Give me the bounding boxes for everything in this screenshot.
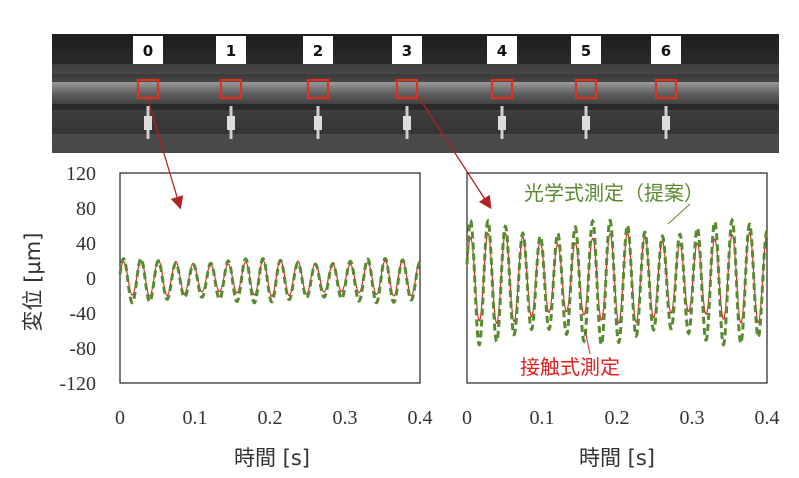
- sensor-body: [582, 116, 590, 130]
- arrow-to-right-chart: [417, 95, 492, 210]
- marker-label-box-1: [216, 36, 246, 64]
- x-tick-label: 0.1: [183, 407, 208, 429]
- y-axis-label: 変位 [µm]: [21, 233, 45, 332]
- x-tick-label: 0.2: [258, 407, 283, 429]
- y-tick-label: 80: [76, 198, 96, 220]
- measurement-marker-2: [306, 78, 330, 100]
- left-plot-area: [119, 172, 421, 384]
- measurement-marker-4: [490, 78, 514, 100]
- arrow-to-left-chart: [147, 99, 184, 210]
- measurement-marker-6: [654, 78, 678, 100]
- measurement-marker-1: [219, 78, 243, 100]
- measurement-marker-3: [395, 78, 419, 100]
- x-tick-label: 0: [462, 407, 472, 429]
- y-tick-label: 0: [86, 268, 96, 290]
- marker-label-0: 0: [143, 42, 153, 60]
- beam-photo: 0 1 2 3 4 5 6: [52, 34, 779, 153]
- y-tick-label: 120: [66, 163, 96, 185]
- x-axis-label-left: 時間 [s]: [234, 446, 310, 470]
- y-tick-label: 40: [76, 233, 96, 255]
- sensor-body: [144, 116, 152, 130]
- sensor-body: [227, 116, 235, 130]
- marker-label-box-5: [571, 36, 601, 64]
- marker-label-3: 3: [402, 42, 412, 60]
- x-tick-label: 0.4: [408, 407, 433, 429]
- marker-label-box-6: [651, 36, 681, 64]
- marker-label-box-2: [303, 36, 333, 64]
- x-tick-label: 0.2: [605, 407, 630, 429]
- sensor-body: [498, 116, 506, 130]
- marker-label-2: 2: [313, 42, 323, 60]
- x-tick-label: 0.4: [755, 407, 780, 429]
- x-tick-label: 0.3: [680, 407, 705, 429]
- marker-label-box-0: [133, 36, 163, 64]
- x-tick-label: 0: [115, 407, 125, 429]
- x-tick-label: 0.3: [333, 407, 358, 429]
- legend-optical-leader: [667, 203, 691, 225]
- marker-label-4: 4: [497, 42, 507, 60]
- x-axis-label-right: 時間 [s]: [579, 446, 655, 470]
- left-series-optical: [118, 256, 421, 305]
- y-tick-label: -120: [59, 373, 96, 395]
- sensor-body: [662, 116, 670, 130]
- marker-label-box-3: [392, 36, 422, 64]
- y-tick-label: -40: [69, 303, 96, 325]
- right-plot-area: [466, 172, 768, 384]
- marker-label-1: 1: [226, 42, 236, 60]
- legend-contact-leader: [584, 329, 591, 355]
- measurement-marker-0: [136, 78, 160, 100]
- sensor-body: [403, 116, 411, 130]
- marker-label-6: 6: [661, 42, 671, 60]
- y-tick-label: -80: [69, 338, 96, 360]
- beam-photo-drawing: 0 1 2 3 4 5 6: [52, 34, 779, 153]
- legend-optical: 光学式測定（提案）: [524, 181, 704, 205]
- marker-label-5: 5: [581, 42, 591, 60]
- marker-label-box-4: [487, 36, 517, 64]
- measurement-marker-5: [574, 78, 598, 100]
- right-series-optical: [465, 217, 769, 348]
- x-tick-label: 0.1: [530, 407, 555, 429]
- sensor-body: [314, 116, 322, 130]
- legend-contact: 接触式測定: [520, 355, 620, 379]
